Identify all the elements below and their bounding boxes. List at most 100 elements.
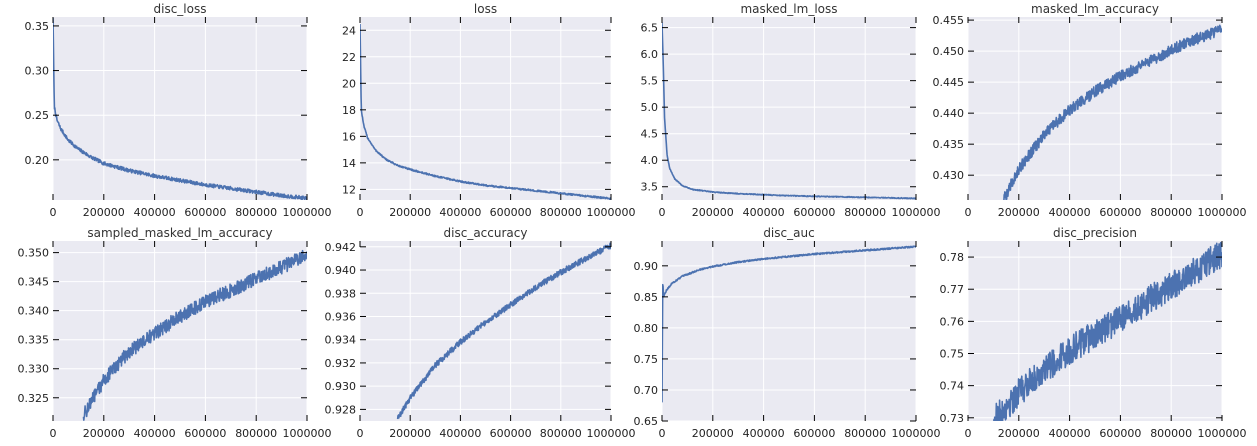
x-tick-label: 1000000 (1198, 206, 1247, 219)
y-tick-label: 0.90 (634, 260, 659, 273)
y-tick-label: 0.35 (25, 20, 50, 33)
x-tick-label: 800000 (235, 206, 277, 219)
y-tick-label: 0.76 (940, 315, 965, 328)
y-tick-label: 0.942 (325, 241, 357, 254)
subplot-loss: 0 200000 400000 600000 800000 1000000 12 14 16 18… (342, 2, 636, 219)
x-tick-label: 600000 (490, 427, 532, 440)
y-tick-label: 18 (342, 104, 356, 117)
y-tick-label: 3.5 (641, 181, 659, 194)
x-tick-label: 200000 (389, 206, 431, 219)
y-tick-label: 0.445 (933, 76, 965, 89)
x-tick-label: 400000 (134, 206, 176, 219)
subplot-title: masked_lm_accuracy (1031, 2, 1159, 16)
y-tick-label: 0.80 (634, 322, 659, 335)
y-tick-label: 0.74 (940, 380, 965, 393)
y-tick-label: 0.335 (18, 334, 50, 347)
y-tick-label: 12 (342, 183, 356, 196)
x-tick-label: 400000 (439, 427, 481, 440)
subplot-title: masked_lm_loss (740, 2, 837, 16)
x-tick-label: 800000 (844, 427, 886, 440)
y-tick-label: 0.932 (325, 357, 357, 370)
x-tick-label: 1000000 (587, 427, 636, 440)
x-tick-label: 0 (965, 427, 972, 440)
subplot-sampled-masked-lm-accuracy: 0 200000 400000 600000 800000 1000000 0.325 0.3… (18, 226, 332, 440)
y-tick-label: 0.936 (325, 310, 357, 323)
y-tick-label: 0.73 (940, 412, 965, 425)
x-tick-label: 800000 (844, 206, 886, 219)
y-tick-label: 0.930 (325, 380, 357, 393)
subplot-disc-precision: 0 200000 400000 600000 800000 1000000 0.73 0.74… (940, 226, 1247, 440)
x-tick-label: 0 (357, 427, 364, 440)
x-tick-label: 800000 (540, 206, 582, 219)
y-tick-label: 0.350 (18, 247, 50, 260)
x-tick-label: 200000 (998, 427, 1040, 440)
y-tick-label: 4.5 (641, 128, 659, 141)
subplot-title: disc_accuracy (444, 226, 528, 240)
y-tick-label: 14 (342, 157, 356, 170)
x-tick-label: 0 (965, 206, 972, 219)
x-tick-label: 400000 (1049, 206, 1091, 219)
plot-area (360, 17, 611, 200)
y-tick-label: 0.340 (18, 305, 50, 318)
y-tick-label: 0.85 (634, 291, 659, 304)
subplot-disc-accuracy: 0 200000 400000 600000 800000 1000000 0.928 0.9… (325, 226, 636, 440)
subplot-disc-loss: 0 200000 400000 600000 800000 1000000 0.20 0.25… (25, 2, 332, 219)
x-tick-label: 0 (659, 427, 666, 440)
y-tick-label: 0.938 (325, 287, 357, 300)
y-tick-label: 0.430 (933, 169, 965, 182)
y-tick-label: 0.345 (18, 276, 50, 289)
y-tick-label: 0.20 (25, 154, 50, 167)
plot-area (662, 241, 916, 421)
series-line (1003, 24, 1222, 200)
y-tick-label: 0.65 (634, 415, 659, 428)
series-line (53, 17, 307, 200)
subplot-title: disc_auc (763, 226, 814, 240)
y-tick-label: 0.934 (325, 334, 357, 347)
x-tick-label: 400000 (1049, 427, 1091, 440)
x-tick-label: 1000000 (587, 206, 636, 219)
subplot-title: disc_loss (154, 2, 207, 16)
series-line (396, 242, 611, 420)
y-tick-label: 22 (342, 51, 356, 64)
x-tick-label: 0 (357, 206, 364, 219)
x-tick-label: 200000 (692, 427, 734, 440)
y-tick-label: 0.77 (940, 283, 965, 296)
subplot-grid: 0 200000 400000 600000 800000 10000000.200.25… (18, 2, 1247, 440)
y-tick-label: 24 (342, 24, 356, 37)
y-tick-label: 20 (342, 77, 356, 90)
x-tick-label: 600000 (184, 427, 226, 440)
y-tick-label: 0.455 (933, 14, 965, 27)
series-line (82, 249, 307, 421)
x-tick-label: 800000 (235, 427, 277, 440)
x-tick-label: 600000 (184, 206, 226, 219)
x-tick-label: 1000000 (892, 427, 941, 440)
x-tick-label: 1000000 (1198, 427, 1247, 440)
x-tick-label: 1000000 (892, 206, 941, 219)
y-tick-label: 4.0 (641, 154, 659, 167)
x-tick-label: 0 (659, 206, 666, 219)
x-tick-label: 600000 (490, 206, 532, 219)
subplot-title: disc_precision (1053, 226, 1137, 240)
x-tick-label: 600000 (1099, 427, 1141, 440)
subplot-disc-auc: 0 200000 400000 600000 800000 1000000 0.65 0.70… (634, 226, 941, 440)
series-line (662, 22, 916, 200)
y-tick-label: 0.325 (18, 392, 50, 405)
x-tick-label: 600000 (793, 206, 835, 219)
y-tick-label: 0.940 (325, 264, 357, 277)
x-tick-label: 800000 (1150, 206, 1192, 219)
y-tick-label: 16 (342, 130, 356, 143)
y-tick-label: 6.5 (641, 22, 659, 35)
x-tick-label: 400000 (743, 427, 785, 440)
x-tick-label: 800000 (1150, 427, 1192, 440)
x-tick-label: 200000 (998, 206, 1040, 219)
y-tick-label: 5.5 (641, 75, 659, 88)
x-tick-label: 800000 (540, 427, 582, 440)
y-tick-label: 0.450 (933, 45, 965, 58)
y-tick-label: 0.75 (634, 353, 659, 366)
y-tick-label: 0.928 (325, 403, 357, 416)
subplot-masked-lm-accuracy: 0 200000 400000 600000 800000 1000000 0.430 0.4… (933, 2, 1247, 219)
plot-area (53, 17, 307, 200)
y-tick-label: 0.75 (940, 348, 965, 361)
subplot-title: sampled_masked_lm_accuracy (87, 226, 272, 240)
